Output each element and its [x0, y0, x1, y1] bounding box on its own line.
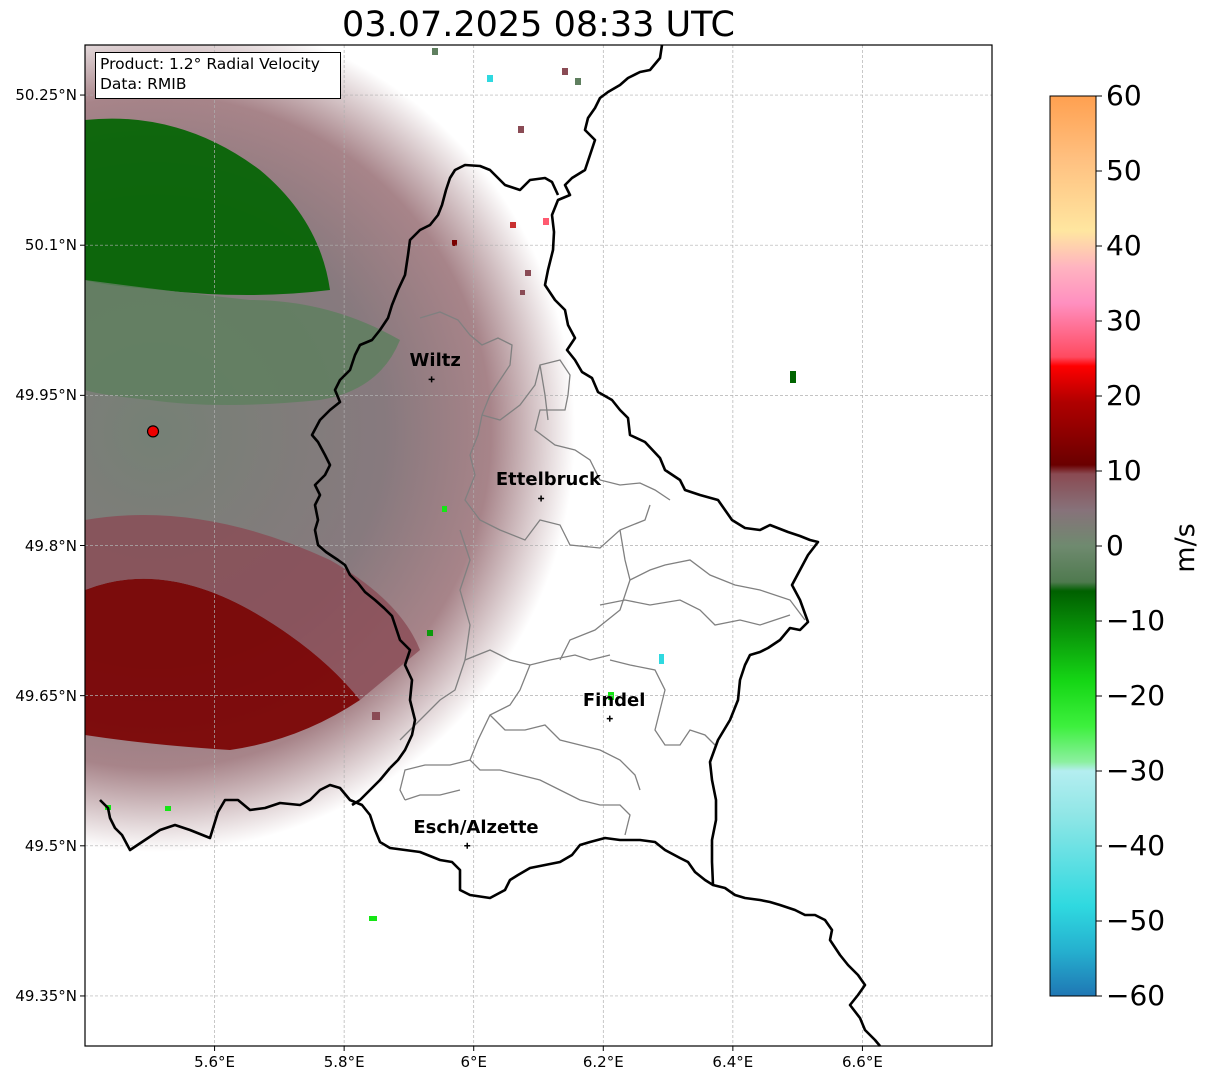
- colorbar-tick-label: 10: [1106, 454, 1142, 487]
- colorbar-tick-label: 0: [1106, 529, 1124, 562]
- colorbar-tick-label: 30: [1106, 304, 1142, 337]
- colorbar-tick-label: −20: [1106, 679, 1166, 712]
- map-title: 03.07.2025 08:33 UTC: [342, 5, 735, 45]
- lon-tick-label: 5.8°E: [323, 1053, 365, 1071]
- colorbar-unit-label: m/s: [1170, 523, 1201, 573]
- city-label: Esch/Alzette: [413, 816, 539, 838]
- info-source: Data: RMIB: [100, 75, 187, 93]
- axis-ticks: [80, 94, 863, 1051]
- radar-site-marker: [146, 425, 160, 438]
- lat-tick-label: 49.5°N: [24, 836, 77, 855]
- national-borders: [99, 44, 881, 1047]
- lat-tick-label: 49.95°N: [15, 386, 77, 405]
- lon-tick-label: 6.6°E: [842, 1053, 883, 1071]
- city-marker: [464, 842, 471, 849]
- city-label: Wiltz: [409, 350, 461, 372]
- colorbar: [1049, 95, 1097, 997]
- city-marker: [606, 715, 613, 722]
- colorbar-tick-label: −30: [1106, 754, 1166, 787]
- colorbar-tick-label: 40: [1106, 229, 1142, 262]
- colorbar-tick-label: 20: [1106, 379, 1142, 412]
- info-product: Product: 1.2° Radial Velocity: [100, 55, 320, 73]
- city-marker: [428, 376, 435, 383]
- colorbar-ticks: [1096, 95, 1102, 997]
- colorbar-tick-label: −10: [1106, 604, 1166, 637]
- colorbar-tick-label: 60: [1106, 79, 1142, 112]
- lat-tick-label: 50.1°N: [24, 236, 77, 255]
- colorbar-tick-label: −40: [1106, 829, 1166, 862]
- lon-tick-label: 6.2°E: [582, 1053, 624, 1071]
- lat-tick-label: 50.25°N: [15, 86, 77, 105]
- lat-tick-label: 49.8°N: [24, 536, 77, 555]
- lon-tick-label: 6.4°E: [712, 1053, 754, 1071]
- info-box: Product: 1.2° Radial Velocity Data: RMIB: [95, 52, 341, 99]
- colorbar-tick-label: −50: [1106, 904, 1166, 937]
- colorbar-tick-label: −60: [1106, 979, 1166, 1012]
- city-marker: [538, 495, 545, 502]
- radar-velocity-field: [85, 45, 796, 921]
- colorbar-tick-label: 50: [1106, 154, 1142, 187]
- city-label: Ettelbruck: [495, 469, 601, 491]
- city-markers: [428, 376, 613, 849]
- lon-tick-label: 5.6°E: [194, 1053, 235, 1071]
- city-label: Findel: [582, 689, 646, 711]
- lat-tick-label: 49.65°N: [15, 686, 77, 705]
- lon-tick-label: 6°E: [460, 1053, 487, 1071]
- lat-tick-label: 49.35°N: [15, 986, 77, 1005]
- canton-boundaries: [399, 311, 806, 836]
